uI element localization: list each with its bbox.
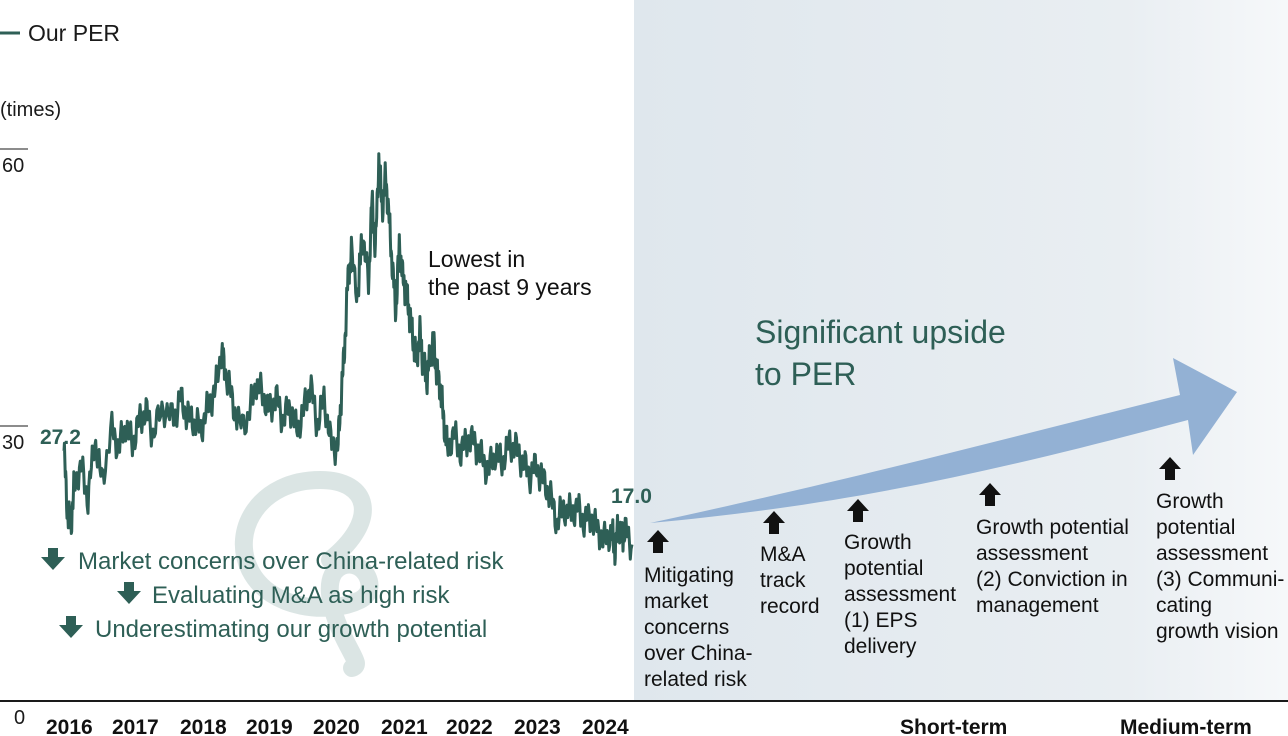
concern-1: Market concerns over China-related risk	[41, 548, 504, 575]
x-tick-2023: 2023	[514, 716, 561, 736]
driver-4: Growth potential assessment (2) Convicti…	[976, 483, 1129, 617]
y-tick-60: 60	[2, 155, 24, 177]
upside-headline-line-2: to PER	[755, 356, 856, 392]
driver-5-line: assessment	[1156, 542, 1268, 565]
legend-label: Our PER	[28, 20, 120, 46]
driver-3-line: delivery	[844, 635, 917, 658]
short-term-label: Short-term	[900, 716, 1007, 736]
driver-1-line: over China-	[644, 642, 753, 665]
per-series-line	[62, 152, 634, 566]
concern-2-text: Evaluating M&A as high risk	[152, 582, 450, 609]
driver-4-line: management	[976, 594, 1099, 617]
driver-5-line: potential	[1156, 516, 1235, 539]
driver-3: Growth potential assessment (1) EPS deli…	[844, 499, 956, 658]
driver-1-line: Mitigating	[644, 564, 734, 587]
driver-5-line: growth vision	[1156, 620, 1279, 643]
driver-4-line: assessment	[976, 542, 1088, 565]
end-value-label: 17.0	[611, 485, 652, 508]
driver-3-line: (1) EPS	[844, 609, 918, 632]
outlook-panel	[634, 0, 1288, 700]
x-tick-2016: 2016	[46, 716, 93, 736]
x-tick-2021: 2021	[381, 716, 428, 736]
lowest-annotation-line-1: Lowest in	[428, 246, 525, 272]
down-arrow-icon	[59, 616, 83, 638]
y-axis-label: (times)	[0, 99, 61, 121]
up-arrow-icon	[847, 499, 869, 522]
driver-1: Mitigating market concerns over China- r…	[644, 530, 753, 691]
driver-2-line: record	[760, 595, 820, 618]
concern-3-text: Underestimating our growth potential	[95, 616, 487, 643]
driver-5-line: cating	[1156, 594, 1212, 617]
driver-4-line: Growth potential	[976, 516, 1129, 539]
down-arrow-icon	[117, 582, 141, 604]
driver-3-line: potential	[844, 557, 923, 580]
driver-5: Growth potential assessment (3) Communi-…	[1156, 457, 1284, 643]
driver-1-line: related risk	[644, 668, 747, 691]
start-value-label: 27.2	[40, 426, 81, 449]
y-tick-30: 30	[2, 432, 24, 454]
driver-2-line: track	[760, 569, 806, 592]
driver-1-line: market	[644, 590, 708, 613]
up-arrow-icon	[647, 530, 669, 553]
up-arrow-icon	[979, 483, 1001, 506]
driver-2: M&A track record	[760, 511, 820, 618]
x-tick-2024: 2024	[582, 716, 629, 736]
upside-headline-line-1: Significant upside	[755, 314, 1006, 350]
upside-arrow-icon	[650, 358, 1237, 523]
x-tick-labels: 2016 2017 2018 2019 2020 2021 2022 2023 …	[46, 716, 629, 736]
driver-5-line: (3) Communi-	[1156, 568, 1284, 591]
up-arrow-icon	[763, 511, 785, 534]
medium-term-label: Medium-term	[1120, 716, 1252, 736]
driver-4-line: (2) Conviction in	[976, 568, 1128, 591]
x-tick-2018: 2018	[180, 716, 227, 736]
lowest-annotation-line-2: the past 9 years	[428, 274, 592, 300]
concern-1-text: Market concerns over China-related risk	[78, 548, 504, 575]
x-tick-2019: 2019	[246, 716, 293, 736]
y-tick-0: 0	[14, 707, 25, 729]
x-tick-2020: 2020	[313, 716, 360, 736]
down-arrow-icon	[41, 548, 65, 570]
driver-2-line: M&A	[760, 543, 806, 566]
driver-5-line: Growth	[1156, 490, 1224, 513]
driver-3-line: Growth	[844, 531, 912, 554]
x-tick-2017: 2017	[112, 716, 159, 736]
x-tick-2022: 2022	[446, 716, 493, 736]
concern-2: Evaluating M&A as high risk	[117, 582, 450, 609]
concern-3: Underestimating our growth potential	[59, 616, 487, 643]
driver-3-line: assessment	[844, 583, 956, 606]
up-arrow-icon	[1159, 457, 1181, 480]
decorative-doodle-icon	[234, 470, 379, 677]
driver-1-line: concerns	[644, 616, 729, 639]
